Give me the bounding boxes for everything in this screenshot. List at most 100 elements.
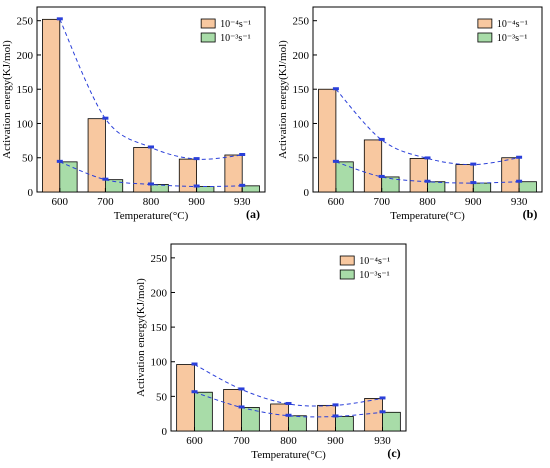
bar-series-a: [176, 364, 195, 432]
bar-series-b: [241, 407, 260, 432]
y-tick-label: 100: [293, 118, 310, 130]
legend-label-series-b: 10⁻³s⁻¹: [359, 270, 389, 281]
data-point-marker: [56, 159, 63, 163]
y-tick-label: 150: [151, 322, 168, 334]
bar-series-a: [270, 403, 289, 432]
chart-panel-2: 0 50 100 150 200 250 600 700 800 900 930 Temperatur…: [277, 6, 543, 222]
bar-series-a: [178, 158, 198, 193]
data-point-marker: [193, 157, 200, 161]
legend-swatch-series-b: [339, 269, 355, 280]
data-point-marker: [379, 410, 386, 414]
chart-panel-1: 0 50 100 150 200 250 600 700 800 900 930 Temperatur…: [1, 6, 266, 222]
bar-series-b: [288, 415, 307, 432]
x-tick-label: 800: [280, 435, 297, 447]
data-point-marker: [191, 362, 198, 366]
bar-series-a: [318, 88, 337, 193]
legend-swatch-series-a: [477, 18, 493, 29]
legend-label-series-b: 10⁻³s⁻¹: [497, 33, 527, 44]
bar-series-a: [87, 118, 106, 193]
bar-series-a: [133, 147, 152, 193]
bar-series-a: [317, 404, 336, 432]
y-tick-label: 250: [151, 253, 168, 265]
data-point-marker: [56, 17, 63, 21]
y-axis-title: Activation energy(KJ/mol): [1, 40, 13, 159]
x-tick-label: 930: [374, 435, 391, 447]
x-tick-label: 700: [97, 196, 114, 208]
legend-swatch-series-b: [477, 32, 493, 43]
data-point-marker: [424, 179, 431, 183]
data-point-marker: [332, 87, 339, 91]
bar-series-b: [335, 416, 354, 432]
legend-swatch-series-a: [339, 255, 355, 266]
bar-series-a: [409, 158, 428, 193]
bar-series-b: [381, 176, 400, 193]
panel-label: (c): [387, 446, 400, 460]
x-tick-label: 900: [465, 196, 482, 208]
bar-series-a: [364, 398, 383, 432]
x-axis-title: Temperature(°C): [114, 210, 189, 222]
data-point-marker: [378, 137, 385, 141]
legend-label-series-b: 10⁻³s⁻¹: [220, 33, 250, 44]
panel-label: (b): [523, 207, 538, 221]
bar-series-b: [472, 182, 492, 193]
bar-series-b: [150, 184, 169, 193]
x-tick-label: 900: [188, 196, 205, 208]
y-tick-label: 200: [293, 50, 310, 62]
data-point-marker: [285, 401, 292, 405]
x-tick-label: 600: [328, 196, 345, 208]
y-tick-label: 100: [151, 357, 168, 369]
y-tick-label: 250: [17, 16, 34, 28]
y-axis-title: Activation energy(KJ/mol): [135, 278, 147, 397]
y-tick-label: 0: [304, 187, 310, 199]
bar-series-b: [518, 181, 537, 193]
trend-line-series-a: [194, 364, 383, 407]
y-tick-label: 200: [151, 287, 168, 299]
data-point-marker: [424, 156, 431, 160]
bar-series-a: [363, 139, 383, 193]
data-point-marker: [516, 155, 523, 159]
x-tick-label: 800: [419, 196, 436, 208]
x-tick-label: 930: [234, 196, 251, 208]
data-point-marker: [239, 183, 246, 187]
panel-label: (a): [246, 207, 260, 221]
x-tick-label: 700: [373, 196, 390, 208]
y-tick-label: 50: [22, 153, 34, 165]
data-point-marker: [238, 405, 245, 409]
data-point-marker: [332, 159, 339, 163]
y-tick-label: 50: [298, 153, 310, 165]
y-tick-label: 150: [293, 84, 310, 96]
bar-series-b: [105, 179, 124, 193]
x-axis-title: Temperature(°C): [251, 449, 326, 461]
chart-panel-3: 0 50 100 150 200 250 600 700 800 900 930 Temperatur…: [135, 243, 407, 461]
trend-line-series-a: [335, 88, 520, 166]
legend-swatch-series-a: [200, 18, 216, 29]
bar-series-b: [427, 181, 446, 193]
legend-label-series-a: 10⁻⁴s⁻¹: [220, 19, 251, 30]
data-point-marker: [470, 162, 477, 166]
bar-series-a: [224, 154, 243, 193]
x-tick-label: 800: [143, 196, 160, 208]
x-tick-label: 600: [52, 196, 69, 208]
bar-series-a: [455, 164, 474, 193]
legend-label-series-a: 10⁻⁴s⁻¹: [359, 256, 390, 267]
data-point-marker: [148, 182, 154, 186]
bar-series-a: [42, 18, 61, 193]
x-tick-label: 930: [511, 196, 528, 208]
bar-series-b: [335, 161, 354, 193]
data-point-marker: [379, 396, 386, 400]
legend-label-series-a: 10⁻⁴s⁻¹: [497, 19, 528, 30]
data-point-marker: [148, 145, 154, 149]
x-tick-label: 600: [186, 435, 203, 447]
x-tick-label: 700: [233, 435, 250, 447]
bar-series-a: [223, 389, 242, 432]
data-point-marker: [191, 390, 198, 394]
y-tick-label: 250: [293, 16, 310, 28]
data-point-marker: [239, 153, 246, 156]
bar-series-a: [501, 157, 520, 193]
legend-swatch-series-b: [200, 32, 216, 43]
data-point-marker: [332, 414, 339, 418]
data-point-marker: [378, 174, 385, 178]
y-axis-title: Activation energy(KJ/mol): [277, 40, 289, 159]
data-point-marker: [238, 387, 245, 391]
